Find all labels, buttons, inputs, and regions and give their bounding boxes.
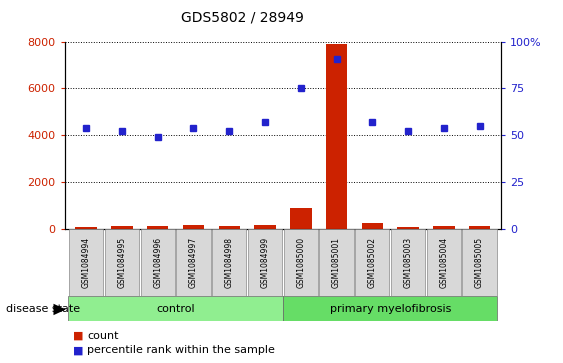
Bar xyxy=(218,227,240,229)
Bar xyxy=(75,227,97,229)
Text: GSM1084998: GSM1084998 xyxy=(225,237,234,288)
Text: GSM1085005: GSM1085005 xyxy=(475,237,484,288)
Text: GSM1084995: GSM1084995 xyxy=(118,237,127,288)
Text: GSM1085000: GSM1085000 xyxy=(296,237,305,288)
Polygon shape xyxy=(53,304,66,315)
Text: control: control xyxy=(157,303,195,314)
Text: GSM1085002: GSM1085002 xyxy=(368,237,377,288)
Bar xyxy=(183,225,204,229)
Text: GSM1085001: GSM1085001 xyxy=(332,237,341,288)
Bar xyxy=(290,208,311,229)
Bar xyxy=(147,226,168,229)
Bar xyxy=(361,223,383,229)
Text: disease state: disease state xyxy=(6,304,80,314)
Text: GSM1084996: GSM1084996 xyxy=(153,237,162,288)
Bar xyxy=(355,229,390,296)
Text: GDS5802 / 28949: GDS5802 / 28949 xyxy=(181,11,303,25)
Text: percentile rank within the sample: percentile rank within the sample xyxy=(87,345,275,355)
Bar xyxy=(284,229,318,296)
Bar xyxy=(391,229,425,296)
Bar xyxy=(462,229,497,296)
Bar xyxy=(433,227,454,229)
Bar xyxy=(69,229,104,296)
Bar xyxy=(141,229,175,296)
Text: GSM1084994: GSM1084994 xyxy=(82,237,91,288)
Bar xyxy=(319,229,354,296)
Text: ■: ■ xyxy=(73,345,84,355)
Text: GSM1084999: GSM1084999 xyxy=(261,237,270,288)
Text: count: count xyxy=(87,331,119,341)
Bar xyxy=(254,225,276,229)
Text: GSM1085003: GSM1085003 xyxy=(404,237,413,288)
Bar xyxy=(176,229,211,296)
Text: GSM1085004: GSM1085004 xyxy=(439,237,448,288)
Bar xyxy=(427,229,461,296)
Bar xyxy=(397,227,419,229)
Bar xyxy=(283,296,498,321)
Text: GSM1084997: GSM1084997 xyxy=(189,237,198,288)
Bar xyxy=(212,229,247,296)
Bar xyxy=(248,229,282,296)
Bar xyxy=(111,226,133,229)
Bar xyxy=(68,296,283,321)
Bar xyxy=(469,226,490,229)
Bar xyxy=(105,229,139,296)
Text: primary myelofibrosis: primary myelofibrosis xyxy=(329,303,451,314)
Bar xyxy=(326,44,347,229)
Text: ■: ■ xyxy=(73,331,84,341)
